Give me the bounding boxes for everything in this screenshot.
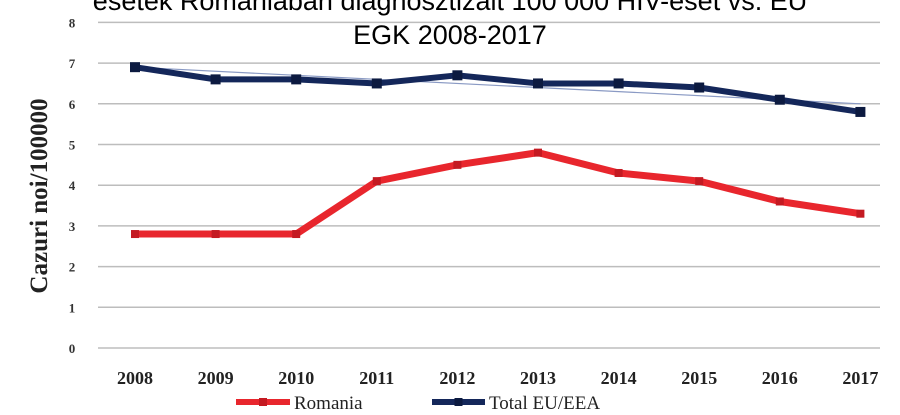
y-tick-label: 7 [69,56,76,71]
y-tick-label: 5 [69,138,76,153]
legend-swatch-marker [454,398,463,406]
x-tick-label: 2008 [117,368,153,388]
y-tick-label: 3 [69,219,76,234]
y-tick-label: 4 [69,178,76,193]
legend-label: Total EU/EEA [489,393,600,414]
series-line-romania [131,149,864,238]
x-tick-label: 2017 [842,368,878,388]
data-point [614,168,623,177]
data-point [130,62,140,73]
data-point [453,160,462,169]
y-axis-label: Cazuri noi/100000 [26,98,53,293]
data-point [856,209,865,218]
series-line-total-eu-eea [132,64,864,115]
data-point [131,230,139,239]
legend-label: Romania [294,393,363,414]
data-point [855,106,866,117]
y-tick-label: 1 [69,300,76,315]
data-point [775,197,784,206]
y-tick-label: 0 [69,341,76,356]
x-tick-label: 2015 [681,368,717,388]
x-tick-label: 2012 [439,368,475,388]
data-point [533,78,543,89]
data-point [371,78,382,89]
data-point [452,70,463,81]
legend-swatch-marker [259,398,267,406]
data-point [613,78,624,89]
x-tick-label: 2010 [278,368,314,388]
data-point [292,230,301,239]
chart-title-line-1: esetek Romániában diagnosztizált 100 000… [92,0,808,16]
data-point [774,94,785,105]
data-point [372,177,381,186]
data-point [211,230,220,239]
x-tick-label: 2009 [198,368,234,388]
x-tick-label: 2011 [359,368,394,388]
data-point [694,82,705,93]
chart-title-line-2: EGK 2008-2017 [353,20,547,50]
data-point [291,74,302,85]
x-tick-label: 2014 [601,368,637,388]
y-tick-label: 2 [69,260,76,275]
y-tick-label: 8 [69,15,76,30]
trend-line [134,66,861,105]
data-point [695,177,704,186]
data-point [210,74,221,85]
data-point [534,148,542,157]
y-tick-label: 6 [69,97,76,112]
x-tick-label: 2016 [762,368,798,388]
x-tick-label: 2013 [520,368,556,388]
